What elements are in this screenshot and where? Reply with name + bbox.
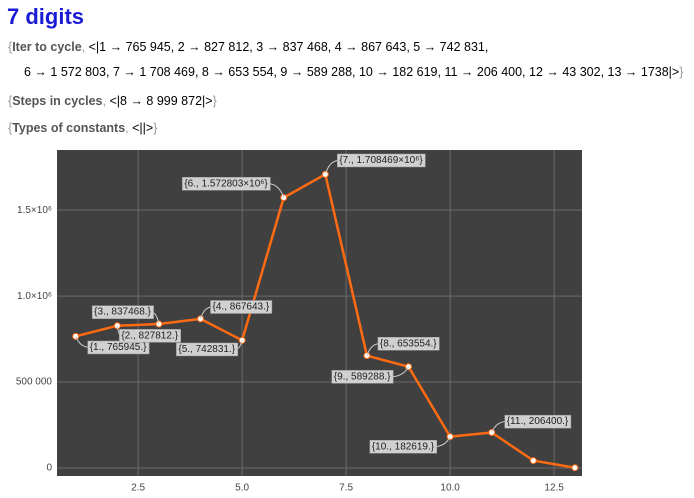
- data-label-box: [87, 340, 150, 355]
- data-label-box: [119, 329, 181, 343]
- output-label: Iter to cycle: [12, 40, 82, 54]
- data-label: {11., 206400.}: [507, 416, 569, 427]
- y-tick-label: 1.5×10⁶: [17, 205, 52, 216]
- x-tick-label: 5.0: [235, 483, 249, 494]
- data-label: {1., 765945.}: [90, 342, 147, 353]
- data-label-group: {7., 1.708469×10⁶}: [324, 153, 426, 175]
- data-label-box: [331, 370, 394, 384]
- data-label: {6., 1.572803×10⁶}: [184, 178, 268, 189]
- data-label-group: {8., 653554.}: [366, 337, 440, 356]
- y-tick-label: 500 000: [16, 377, 53, 388]
- output-value: <||>: [132, 121, 154, 135]
- output-value: <|8 → 8 999 872|>: [109, 94, 213, 108]
- data-label-group: {1., 765945.}: [75, 336, 150, 355]
- data-label-box: [337, 153, 426, 168]
- data-label: {10., 182619.}: [372, 441, 435, 452]
- data-label-box: [210, 300, 273, 314]
- y-tick-label: 0: [46, 463, 52, 474]
- data-label: {7., 1.708469×10⁶}: [339, 155, 423, 166]
- data-label-box: [182, 177, 271, 191]
- data-label-group: {4., 867643.}: [200, 300, 273, 320]
- output-cell: {Iter to cycle, <|1 → 765 945, 2 → 827 8…: [8, 40, 489, 54]
- notebook-title: 7 digits: [7, 4, 85, 29]
- data-label: {4., 867643.}: [213, 302, 270, 313]
- output-value: 6 → 1 572 803, 7 → 1 708 469, 8 → 653 55…: [24, 65, 680, 79]
- data-label-group: {5., 742831.}: [176, 340, 243, 357]
- data-label: {8., 653554.}: [380, 338, 437, 349]
- data-label-box: [504, 414, 572, 429]
- data-label-group: {10., 182619.}: [369, 436, 451, 454]
- data-label-box: [369, 440, 438, 454]
- y-tick-label: 1.0×10⁶: [17, 291, 52, 302]
- data-label: {9., 589288.}: [334, 371, 391, 382]
- data-point: [529, 457, 537, 465]
- data-label-group: {2., 827812.}: [116, 325, 181, 343]
- data-label-group: {3., 837468.}: [91, 305, 160, 325]
- data-label: {2., 827812.}: [121, 330, 178, 341]
- data-label: {5., 742831.}: [178, 344, 235, 355]
- data-label-box: [176, 342, 239, 357]
- output-label: Types of constants: [12, 121, 126, 135]
- data-label-box: [377, 337, 440, 351]
- output-value: <|1 → 765 945, 2 → 827 812, 3 → 837 468,…: [88, 40, 489, 54]
- output-cell: {Types of constants, <||>}: [8, 121, 158, 135]
- data-label-group: {9., 589288.}: [331, 366, 409, 384]
- data-point: [571, 464, 579, 472]
- x-tick-label: 12.5: [544, 483, 564, 494]
- data-label: {3., 837468.}: [94, 307, 151, 318]
- output-cell: 6 → 1 572 803, 7 → 1 708 469, 8 → 653 55…: [24, 65, 684, 79]
- output-cell: {Steps in cycles, <|8 → 8 999 872|>}: [8, 94, 217, 108]
- x-tick-label: 2.5: [131, 483, 145, 494]
- data-label-group: {6., 1.572803×10⁶}: [182, 177, 285, 198]
- data-label-group: {11., 206400.}: [491, 414, 572, 433]
- x-tick-label: 7.5: [339, 483, 353, 494]
- output-label: Steps in cycles: [12, 94, 103, 108]
- x-tick-label: 10.0: [440, 483, 460, 494]
- data-label-box: [91, 305, 154, 319]
